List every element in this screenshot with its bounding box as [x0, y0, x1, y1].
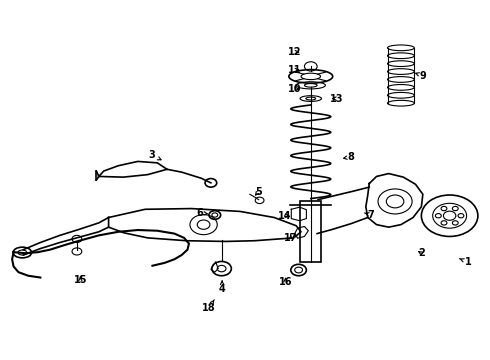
Text: 3: 3 — [148, 150, 161, 160]
Text: 6: 6 — [197, 208, 207, 218]
Text: 9: 9 — [416, 71, 426, 81]
Text: 1: 1 — [460, 257, 471, 267]
Text: 8: 8 — [343, 152, 355, 162]
Text: 5: 5 — [255, 187, 262, 197]
Text: 18: 18 — [202, 300, 216, 312]
Text: 17: 17 — [284, 233, 297, 243]
Text: 4: 4 — [219, 281, 225, 294]
Text: 11: 11 — [288, 65, 301, 75]
Text: 10: 10 — [288, 84, 301, 94]
Text: 12: 12 — [288, 47, 301, 57]
Text: 13: 13 — [330, 94, 343, 104]
Text: 7: 7 — [365, 210, 374, 220]
Text: 16: 16 — [279, 277, 292, 287]
Text: 2: 2 — [418, 248, 425, 258]
Text: 14: 14 — [278, 211, 292, 221]
Text: 15: 15 — [74, 275, 87, 285]
Bar — [300, 202, 321, 262]
